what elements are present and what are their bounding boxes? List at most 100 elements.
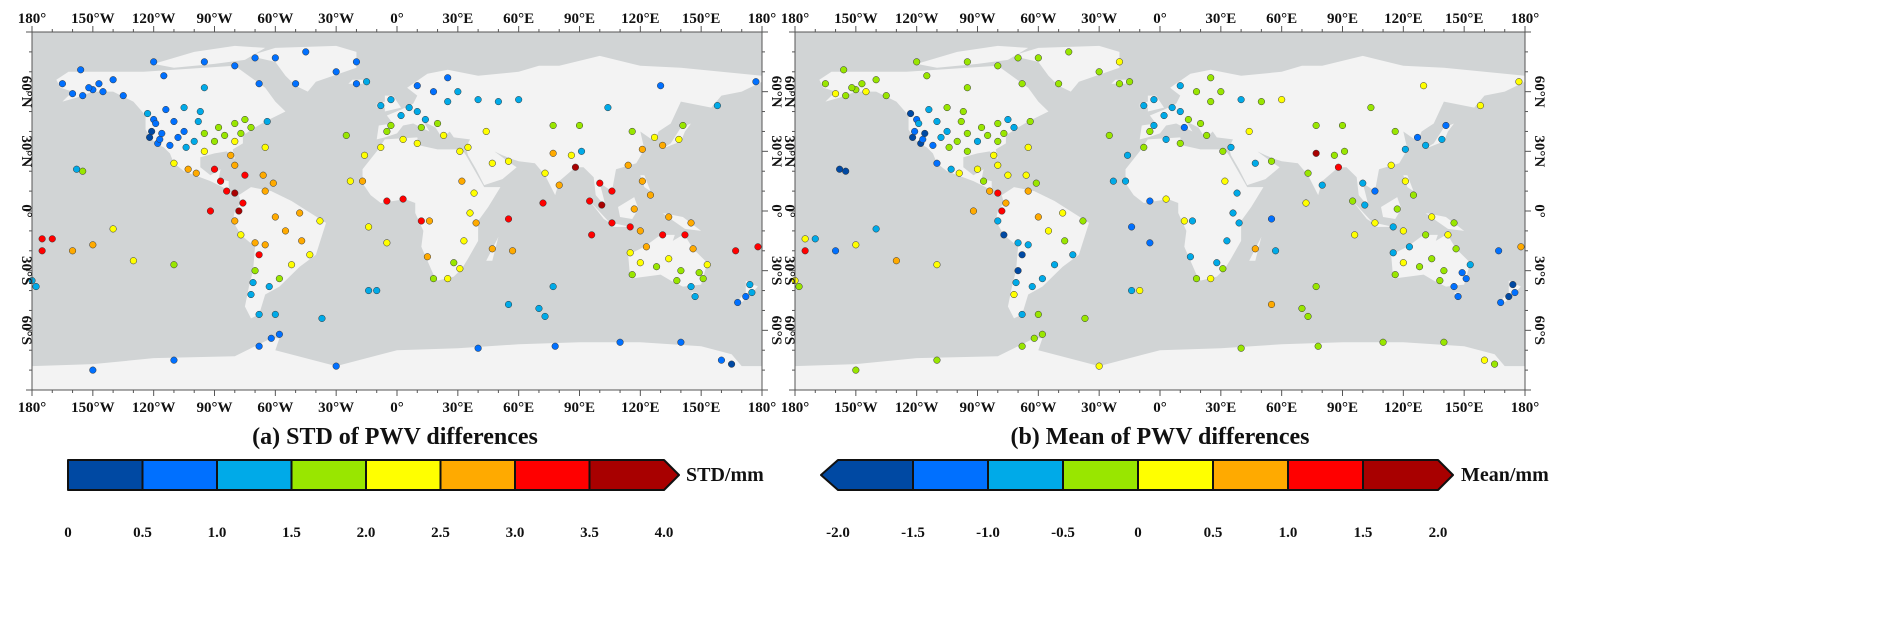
colorbar-segment xyxy=(1137,459,1214,491)
station-marker xyxy=(1391,127,1399,135)
station-marker xyxy=(1371,187,1379,195)
station-marker xyxy=(872,225,880,233)
station-marker xyxy=(1000,231,1008,239)
station-marker xyxy=(174,133,182,141)
station-marker xyxy=(628,271,636,279)
station-marker xyxy=(383,127,391,135)
station-marker xyxy=(1318,181,1326,189)
lon-tick-label: 150°E xyxy=(1445,400,1484,416)
station-marker xyxy=(1312,121,1320,130)
station-marker xyxy=(1267,157,1276,165)
station-marker xyxy=(235,207,243,215)
lat-tick-label: 30°S xyxy=(768,256,784,285)
station-marker xyxy=(1416,263,1424,271)
station-marker xyxy=(170,159,178,167)
station-marker xyxy=(1304,169,1312,177)
station-marker xyxy=(148,127,156,135)
station-marker xyxy=(1227,143,1235,151)
lon-tick-label: 0° xyxy=(390,400,404,416)
station-marker xyxy=(421,115,429,124)
station-marker xyxy=(387,121,395,130)
station-marker xyxy=(458,177,466,185)
station-marker xyxy=(1000,129,1008,137)
lon-tick-label: 180° xyxy=(18,400,47,416)
std-unit-label: STD/mm xyxy=(686,464,764,486)
station-marker xyxy=(1267,300,1276,309)
station-marker xyxy=(456,265,464,273)
lon-tick-label: 90°E xyxy=(1327,400,1358,416)
station-marker xyxy=(1192,275,1201,283)
station-marker xyxy=(1251,245,1259,253)
lat-tick-label: 0° xyxy=(1531,204,1547,218)
station-marker xyxy=(1213,259,1221,267)
station-marker xyxy=(144,109,152,118)
colorbar-segment xyxy=(1362,459,1454,491)
station-marker xyxy=(365,287,373,295)
station-marker xyxy=(1314,342,1322,350)
station-marker xyxy=(306,251,314,259)
station-marker xyxy=(1176,108,1184,116)
station-marker xyxy=(1051,261,1059,269)
lon-tick-label: 60°E xyxy=(503,400,534,416)
land-polygon xyxy=(153,45,266,68)
station-marker xyxy=(261,241,269,249)
station-marker xyxy=(1334,163,1342,171)
station-marker xyxy=(608,219,616,227)
station-marker xyxy=(994,62,1002,70)
lon-tick-label: 180° xyxy=(1511,11,1540,27)
station-marker xyxy=(109,225,117,233)
station-marker xyxy=(947,165,955,173)
station-marker xyxy=(267,334,275,342)
station-marker xyxy=(588,231,596,239)
station-marker xyxy=(1217,88,1225,96)
land-polygon xyxy=(232,187,327,319)
land-polygon xyxy=(995,187,1090,319)
lon-tick-label: 120°W xyxy=(132,11,176,27)
lon-tick-label: 180° xyxy=(1511,400,1540,416)
station-marker xyxy=(69,247,77,255)
station-marker xyxy=(913,58,921,66)
colorbar-segment xyxy=(141,459,218,491)
station-marker xyxy=(1136,287,1144,295)
station-marker xyxy=(1207,98,1215,106)
lat-tick-label: 0° xyxy=(18,204,34,218)
station-marker xyxy=(998,207,1006,215)
station-marker xyxy=(1128,287,1136,295)
station-marker xyxy=(821,80,829,88)
station-marker xyxy=(673,277,681,285)
station-marker xyxy=(223,187,231,195)
station-marker xyxy=(1150,96,1158,104)
station-marker xyxy=(488,245,496,253)
station-marker xyxy=(567,151,575,159)
land-polygon xyxy=(32,338,762,390)
station-marker xyxy=(1038,275,1046,283)
station-marker xyxy=(1146,197,1154,205)
station-marker xyxy=(1192,88,1201,96)
station-marker xyxy=(1272,247,1280,255)
colorbar-segment xyxy=(1287,459,1364,491)
land-polygon xyxy=(1125,137,1264,281)
station-marker xyxy=(417,123,425,132)
station-marker xyxy=(1401,145,1409,153)
station-marker xyxy=(405,104,413,112)
station-marker xyxy=(1162,195,1170,203)
station-marker xyxy=(840,66,848,74)
station-marker xyxy=(1188,217,1196,225)
station-marker xyxy=(352,58,360,66)
station-marker xyxy=(190,137,198,145)
lon-tick-label: 60°E xyxy=(503,11,534,27)
station-marker xyxy=(713,102,721,110)
station-marker xyxy=(1389,223,1397,231)
lon-tick-label: 30°W xyxy=(318,11,354,27)
station-marker xyxy=(1022,171,1030,179)
land-polygon xyxy=(486,236,499,261)
station-marker xyxy=(1004,115,1012,124)
colorbar-segment xyxy=(1212,459,1289,491)
station-marker xyxy=(275,275,283,283)
station-marker xyxy=(1515,78,1523,86)
lat-tick-label: 60°S xyxy=(768,316,784,345)
station-marker xyxy=(925,106,933,114)
station-marker xyxy=(200,147,208,155)
station-marker xyxy=(160,72,168,80)
station-marker xyxy=(646,191,655,199)
